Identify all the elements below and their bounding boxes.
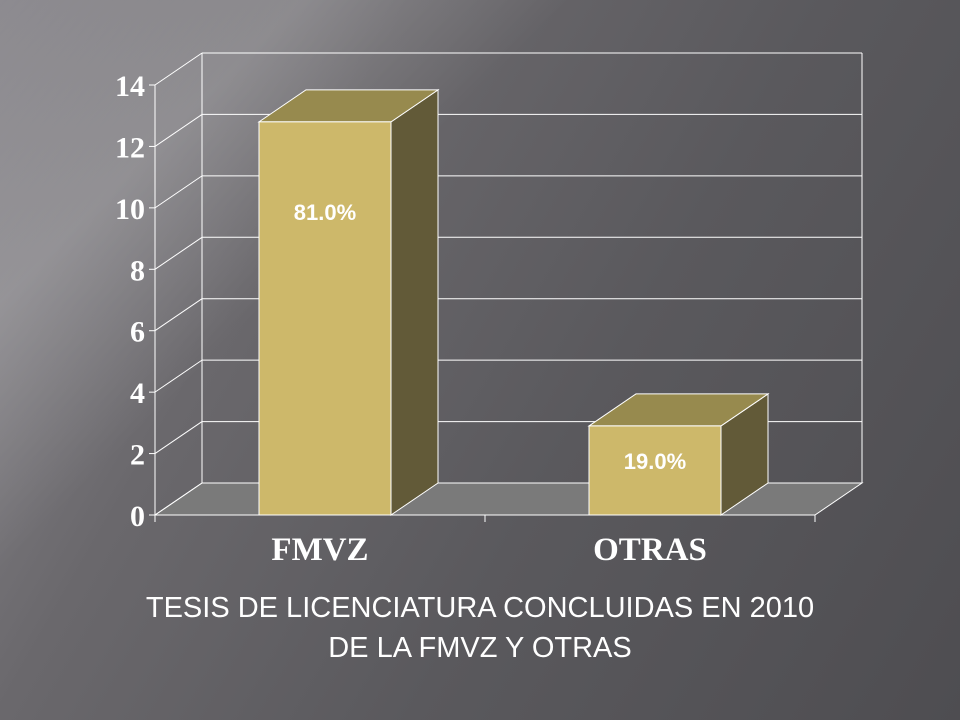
x-tick-label: FMVZ [271, 532, 368, 568]
y-tick-label: 0 [130, 500, 145, 533]
chart-bars [257, 88, 770, 516]
y-tick-label: 14 [115, 70, 145, 103]
gridline-side [154, 175, 203, 209]
chart-caption: TESIS DE LICENCIATURA CONCLUIDAS EN 2010… [0, 588, 960, 668]
y-tick-label: 2 [130, 439, 145, 472]
bar [588, 425, 722, 516]
x-tick-label: OTRAS [593, 532, 707, 568]
y-tick-label: 10 [115, 193, 145, 226]
chart-labels: 0 2 4 6 8 10 12 14 81.0% FMVZ 19.0% OTRAS [115, 70, 707, 568]
gridline-side [154, 114, 203, 147]
gridline-side [154, 421, 203, 454]
caption-line-1: TESIS DE LICENCIATURA CONCLUIDAS EN 2010 [145, 592, 815, 624]
gridline-side [154, 482, 203, 516]
data-label: 19.0% [624, 449, 686, 474]
gridline-side [154, 298, 203, 332]
y-tick-label: 4 [130, 377, 145, 410]
bar-side [390, 88, 439, 516]
gridline-side [154, 359, 203, 393]
gridline-side [154, 52, 203, 86]
y-tick-label: 8 [130, 254, 145, 287]
data-label: 81.0% [294, 200, 356, 225]
y-tick-label: 6 [130, 316, 145, 349]
bar [258, 121, 392, 516]
y-tick-label: 12 [115, 131, 145, 164]
gridline-side [154, 236, 203, 270]
caption-line-2: DE LA FMVZ Y OTRAS [328, 632, 632, 664]
